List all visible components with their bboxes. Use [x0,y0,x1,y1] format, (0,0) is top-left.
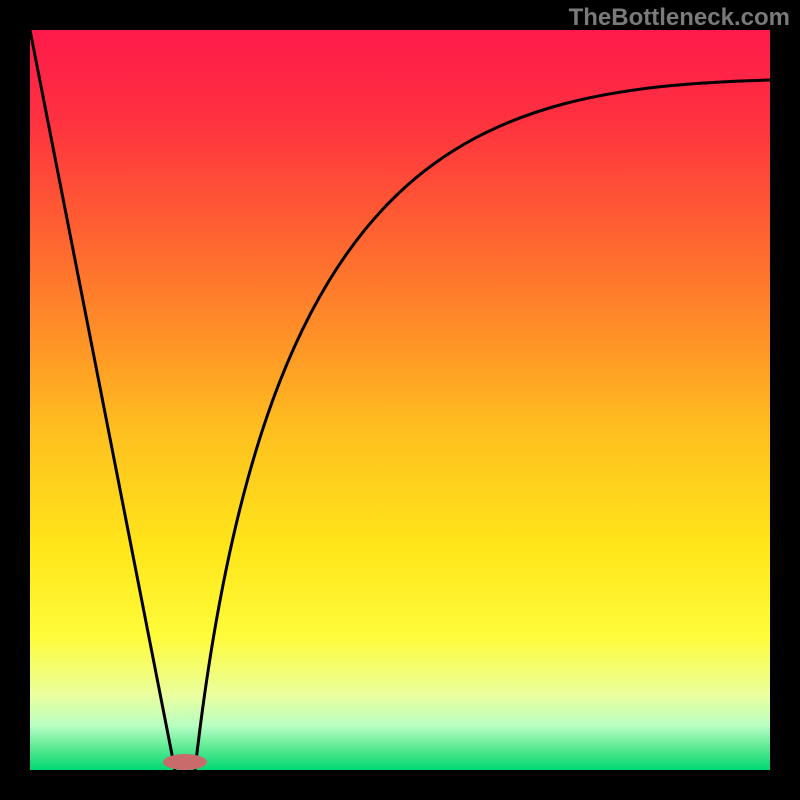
bottleneck-curves [30,30,770,770]
optimal-marker [161,752,209,772]
chart-stage: TheBottleneck.com [0,0,800,800]
watermark-text: TheBottleneck.com [569,4,790,32]
left-branch [30,30,175,770]
optimal-marker-ellipse [163,754,207,770]
plot-area [30,30,770,770]
right-branch [195,80,770,770]
